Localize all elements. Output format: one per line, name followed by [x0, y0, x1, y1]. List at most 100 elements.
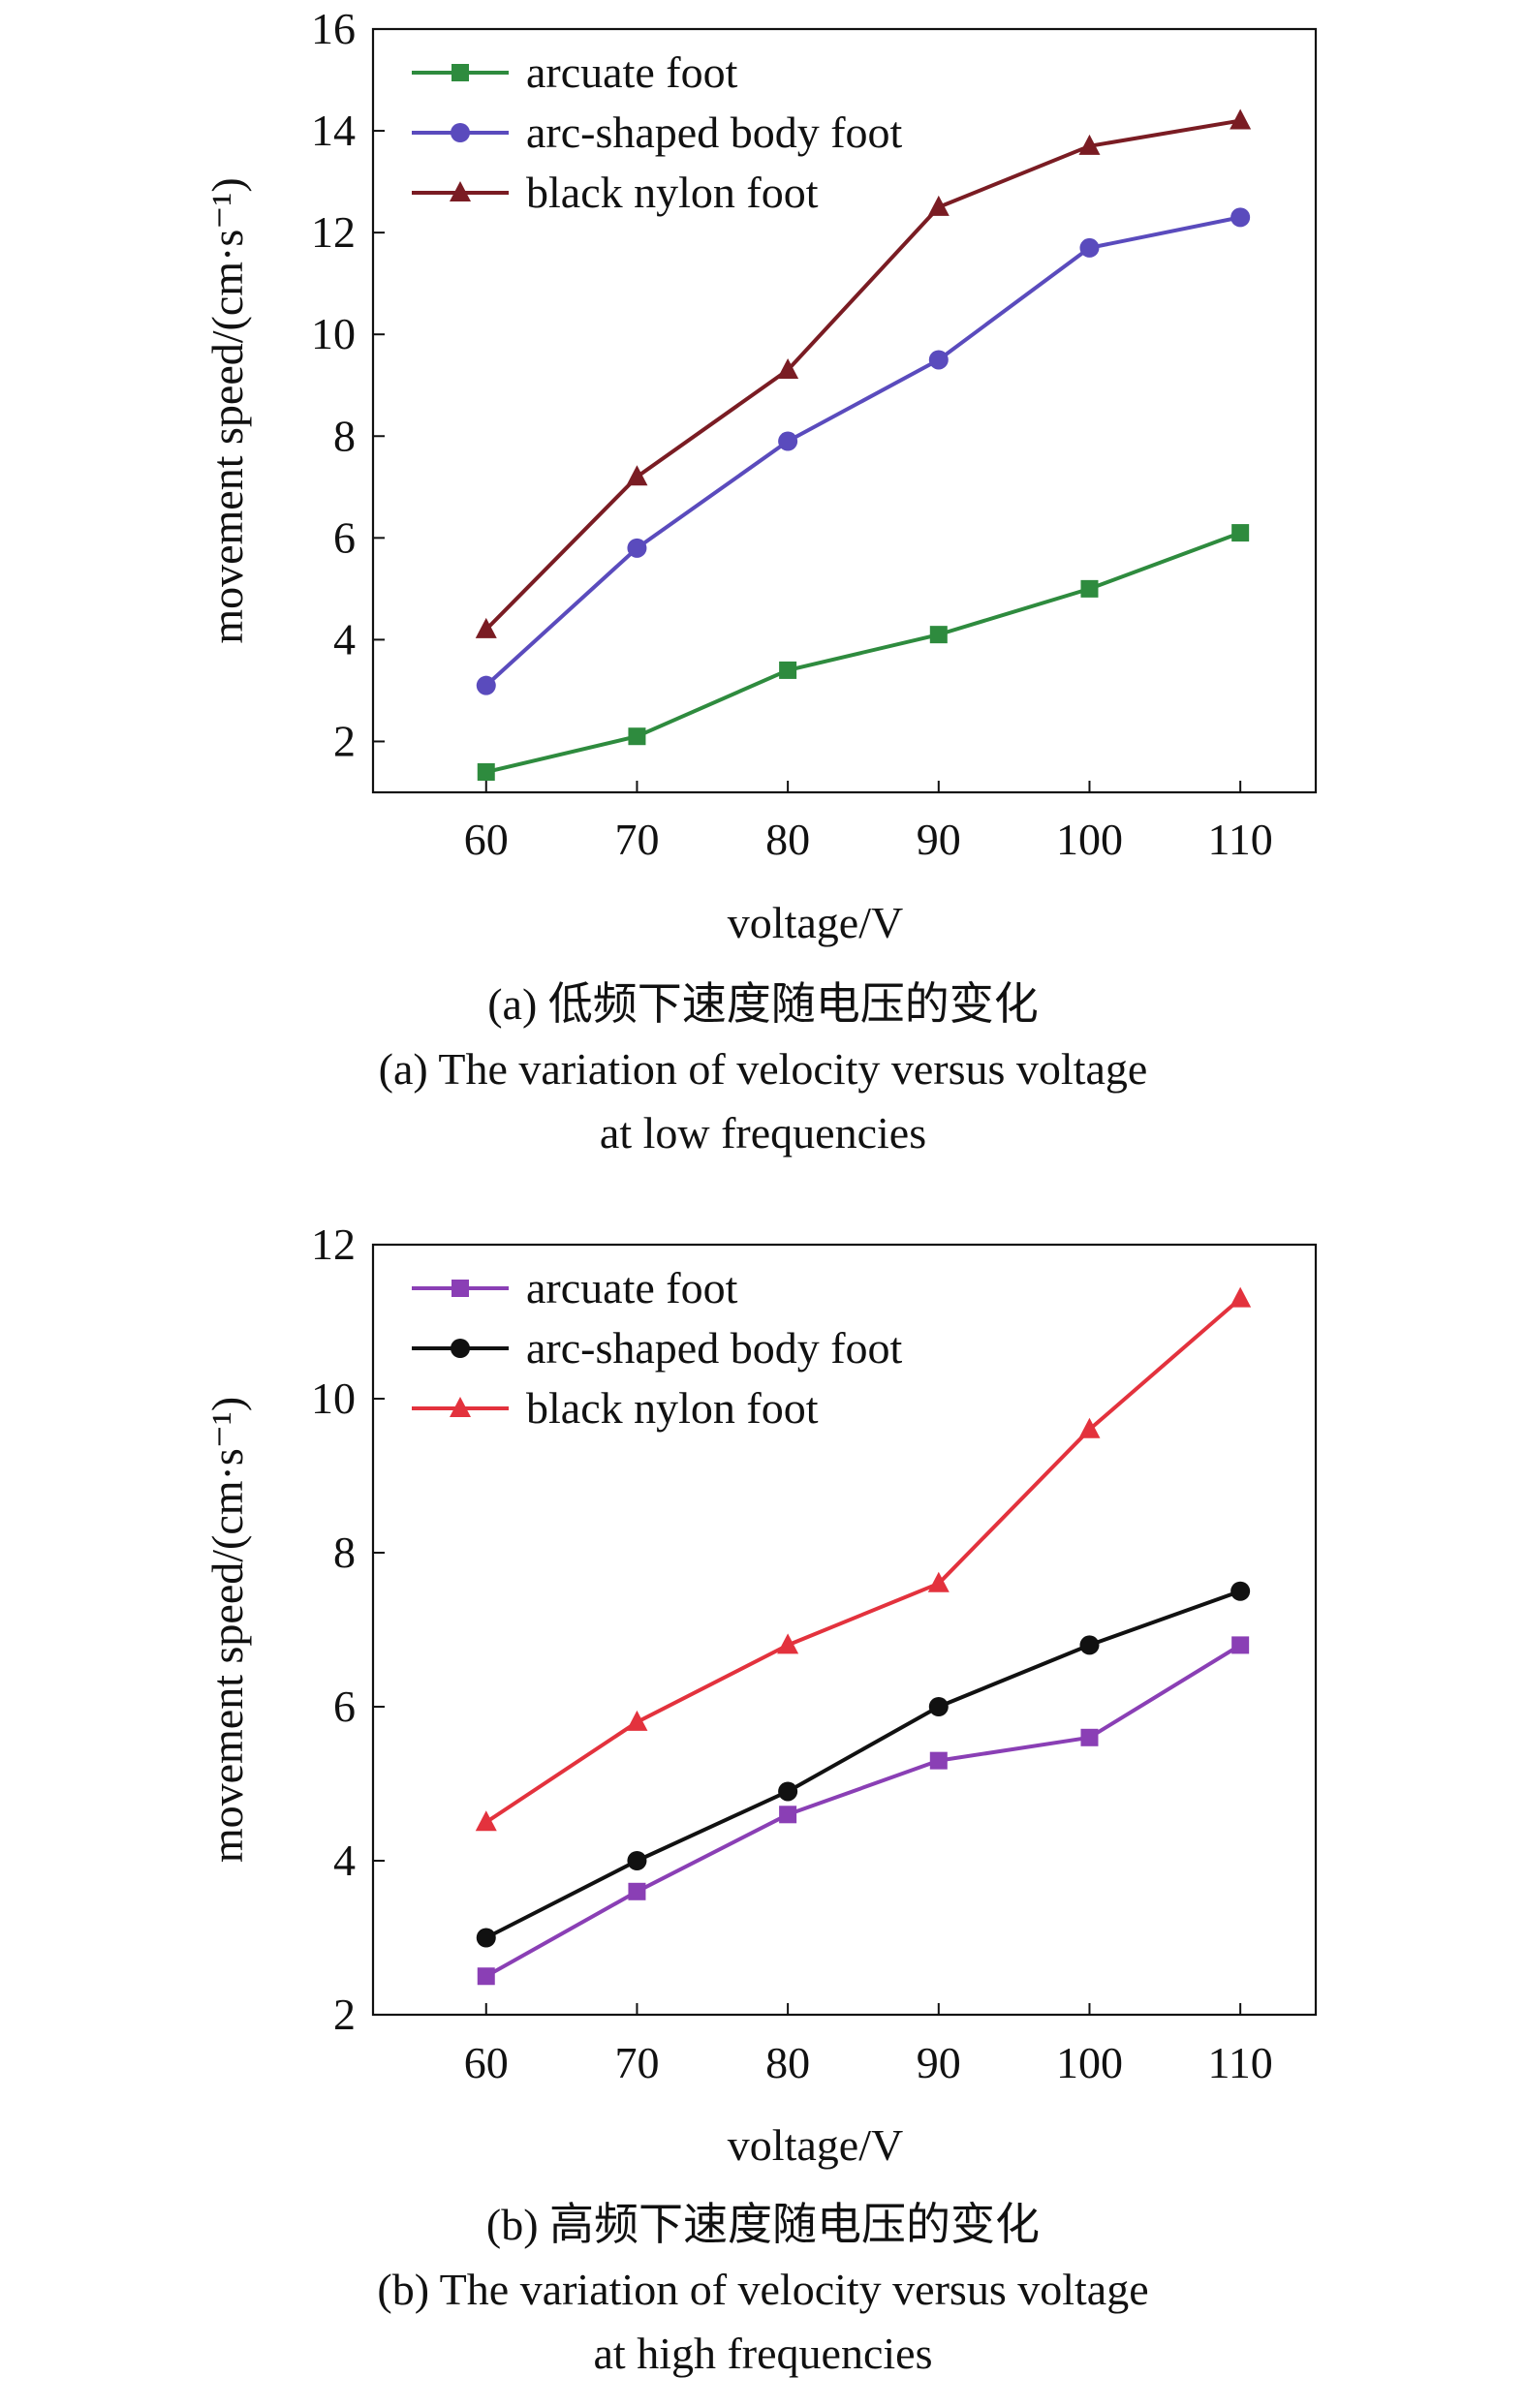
data-point-b-1-3 [928, 1697, 949, 1716]
y-axis-label-a: movement speed/(cm·s⁻¹) [202, 177, 252, 643]
y-tick-label-b-2: 2 [333, 1990, 356, 2039]
y-tick-label-a-2: 2 [333, 716, 356, 765]
data-point-b-2-1 [626, 1710, 648, 1731]
y-tick-label-b-10: 10 [311, 1374, 356, 1423]
data-point-a-0-4 [1080, 579, 1099, 598]
legend-label-b-0: arcuate foot [526, 1263, 738, 1312]
legend-marker-b-0 [452, 1280, 469, 1297]
data-point-b-1-0 [476, 1928, 496, 1948]
y-axis-label-b: movement speed/(cm·s⁻¹) [202, 1397, 252, 1863]
x-axis-label-b: voltage/V [728, 2120, 903, 2170]
legend-entry-b-1: arc-shaped body foot [412, 1323, 903, 1373]
series-line-a-2 [484, 118, 1241, 632]
data-point-a-2-4 [1078, 134, 1101, 155]
y-tick-label-b-4: 4 [333, 1836, 356, 1885]
x-tick-label-b-80: 80 [765, 2038, 810, 2087]
legend-entry-a-2: black nylon foot [412, 168, 819, 217]
x-tick-label-b-60: 60 [464, 2038, 509, 2087]
plot-frame-a [371, 27, 1318, 794]
legend-label-b-1: arc-shaped body foot [526, 1323, 903, 1373]
data-point-a-1-3 [928, 350, 949, 370]
x-tick-label-a-70: 70 [614, 815, 659, 864]
legend-marker-b-1 [451, 1339, 470, 1358]
y-tick-label-b-6: 6 [333, 1682, 356, 1731]
figure-a: 2 4 6 8 10 12 14 16 60 70 80 90 100 110 voltage/V movem… [0, 0, 1526, 1201]
series-b-0 [477, 1636, 1250, 1986]
y-tick-label-a-8: 8 [333, 411, 356, 460]
data-point-b-1-4 [1079, 1635, 1100, 1655]
x-tick-label-a-80: 80 [765, 815, 810, 864]
legend-marker-a-0 [452, 64, 469, 81]
legend-label-a-1: arc-shaped body foot [526, 108, 903, 157]
x-axis-label-a: voltage/V [728, 898, 903, 947]
data-point-a-2-5 [1230, 108, 1252, 130]
y-tick-label-a-4: 4 [333, 614, 356, 664]
y-tick-label-a-6: 6 [333, 512, 356, 562]
x-tick-label-b-110: 110 [1208, 2038, 1273, 2087]
plot-frame-b [371, 1243, 1318, 2017]
x-tick-label-b-90: 90 [917, 2038, 961, 2087]
series-line-b-0 [484, 1643, 1242, 1978]
data-point-b-2-3 [927, 1571, 950, 1592]
legend-marker-a-1 [451, 123, 470, 142]
series-line-a-1 [484, 215, 1241, 688]
y-tick-label-a-12: 12 [311, 207, 356, 257]
data-point-a-1-1 [627, 538, 647, 558]
series-b-1 [476, 1581, 1251, 1948]
data-point-b-0-4 [1080, 1728, 1099, 1746]
data-point-a-0-5 [1231, 524, 1250, 542]
series-line-b-2 [484, 1297, 1242, 1824]
caption-b-english-line1: (b) The variation of velocity versus vol… [377, 2265, 1149, 2314]
data-point-b-1-1 [627, 1851, 647, 1870]
data-point-a-0-3 [929, 626, 948, 644]
series-a-1 [476, 207, 1251, 695]
y-tick-label-a-10: 10 [311, 309, 356, 358]
data-point-b-2-0 [475, 1810, 497, 1832]
series-b-2 [475, 1286, 1252, 1832]
caption-a-english-line2: at low frequencies [599, 1108, 927, 1158]
x-tick-label-b-70: 70 [614, 2038, 659, 2087]
data-point-b-2-5 [1230, 1286, 1252, 1308]
x-tick-label-a-90: 90 [917, 815, 961, 864]
legend-label-a-2: black nylon foot [526, 168, 819, 217]
y-tick-label-b-12: 12 [311, 1219, 356, 1269]
data-point-a-2-3 [927, 195, 950, 216]
data-point-a-1-4 [1079, 237, 1100, 258]
caption-a-chinese: (a) 低频下速度随电压的变化 [487, 979, 1039, 1029]
caption-b-english-line2: at high frequencies [593, 2329, 933, 2378]
legend-entry-b-0: arcuate foot [412, 1263, 738, 1312]
data-point-b-2-4 [1078, 1417, 1101, 1438]
series-line-b-1 [484, 1589, 1241, 1940]
data-point-b-0-3 [929, 1751, 948, 1770]
chart-b: 2 4 6 8 10 12 60 70 80 90 100 110 voltage/V movement … [202, 1219, 1318, 2170]
caption-a-english-line1: (a) The variation of velocity versus vol… [378, 1044, 1148, 1094]
legend-label-a-0: arcuate foot [526, 47, 738, 97]
series-a-2 [475, 108, 1252, 638]
series-a-0 [477, 524, 1250, 781]
data-point-b-0-2 [779, 1806, 797, 1824]
x-tick-label-a-100: 100 [1056, 815, 1123, 864]
data-point-b-0-0 [477, 1967, 495, 1986]
x-tick-label-a-60: 60 [464, 815, 509, 864]
data-point-a-2-0 [475, 617, 497, 638]
legend-entry-a-1: arc-shaped body foot [412, 108, 903, 157]
data-point-a-1-0 [476, 675, 496, 695]
y-tick-label-a-14: 14 [311, 106, 356, 155]
legend-marker-a-2 [450, 181, 471, 201]
series-line-a-0 [485, 531, 1241, 774]
data-point-b-1-5 [1230, 1581, 1251, 1601]
chart-a: 2 4 6 8 10 12 14 16 60 70 80 90 100 110 voltage/V movem… [202, 4, 1318, 947]
legend-label-b-2: black nylon foot [526, 1383, 819, 1433]
x-tick-label-a-110: 110 [1208, 815, 1273, 864]
legend-entry-a-0: arcuate foot [412, 47, 738, 97]
data-point-b-1-2 [778, 1781, 798, 1802]
data-point-b-0-5 [1231, 1636, 1250, 1654]
data-point-a-2-1 [626, 465, 648, 486]
legend-marker-b-2 [450, 1397, 471, 1417]
legend-entry-b-2: black nylon foot [412, 1383, 819, 1433]
data-point-a-1-5 [1230, 207, 1251, 228]
y-tick-label-b-8: 8 [333, 1528, 356, 1577]
x-tick-label-b-100: 100 [1056, 2038, 1123, 2087]
figure-b: 2 4 6 8 10 12 60 70 80 90 100 110 voltage/V movement … [0, 1206, 1526, 2408]
data-point-a-0-1 [628, 727, 646, 746]
